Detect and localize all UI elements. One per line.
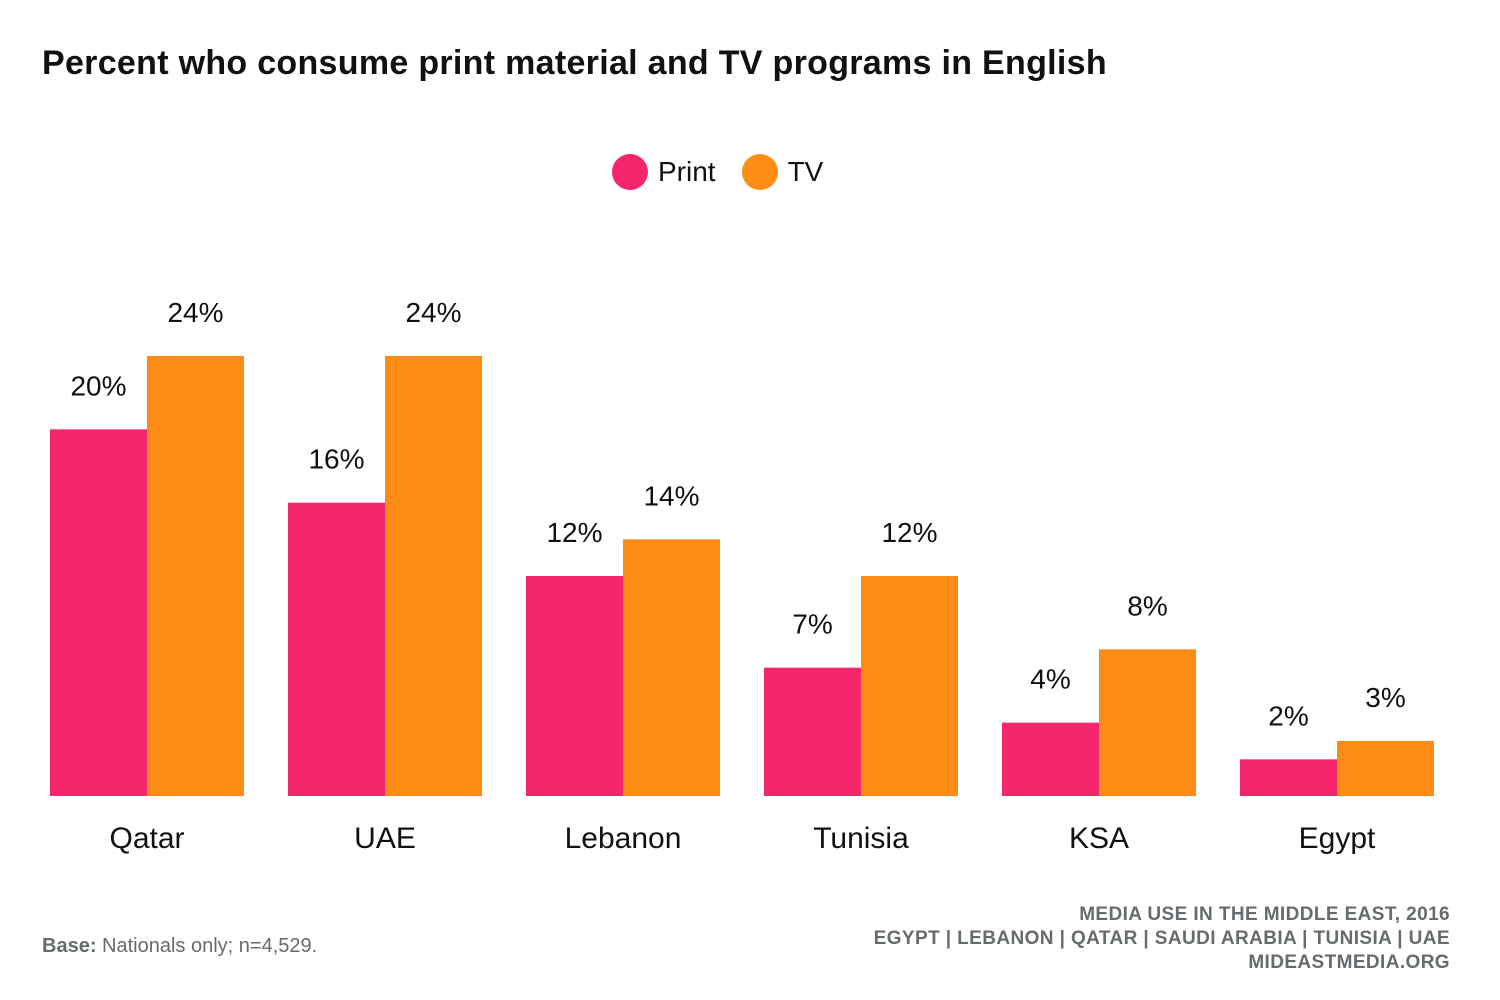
bar-tv-tunisia: [861, 576, 958, 796]
chart-legend: Print TV: [612, 154, 849, 190]
bar-print-ksa: [1002, 722, 1099, 796]
source-line-1: MEDIA USE IN THE MIDDLE EAST, 2016: [1079, 904, 1450, 925]
bar-print-egypt: [1240, 759, 1337, 796]
bar-tv-egypt: [1337, 741, 1434, 796]
legend-label-print: Print: [658, 156, 716, 187]
chart-title: Percent who consume print material and T…: [42, 44, 1107, 82]
data-label-print-uae: 16%: [308, 444, 364, 475]
legend-item-tv: TV: [741, 154, 824, 190]
bar-print-uae: [288, 502, 385, 796]
data-label-tv-tunisia: 12%: [881, 517, 937, 548]
base-note: Base: Nationals only; n=4,529.: [42, 935, 317, 958]
data-label-print-tunisia: 7%: [792, 609, 832, 640]
legend-swatch-print: [612, 154, 648, 190]
category-label-tunisia: Tunisia: [813, 822, 909, 855]
data-label-tv-qatar: 24%: [167, 297, 223, 328]
source-line-2: EGYPT | LEBANON | QATAR | SAUDI ARABIA |…: [873, 928, 1450, 949]
category-label-ksa: KSA: [1069, 822, 1129, 855]
data-label-tv-ksa: 8%: [1127, 590, 1167, 621]
bar-tv-ksa: [1099, 649, 1196, 796]
legend-item-print: Print: [612, 154, 716, 190]
bar-print-qatar: [50, 429, 147, 796]
data-label-tv-egypt: 3%: [1365, 682, 1405, 713]
category-label-egypt: Egypt: [1299, 822, 1376, 855]
data-label-print-lebanon: 12%: [546, 517, 602, 548]
category-label-lebanon: Lebanon: [565, 822, 682, 855]
category-label-qatar: Qatar: [109, 822, 184, 855]
base-label: Base:: [42, 935, 97, 957]
legend-label-tv: TV: [787, 156, 824, 187]
category-label-uae: UAE: [354, 822, 416, 855]
bar-print-tunisia: [764, 667, 861, 796]
bar-print-lebanon: [526, 576, 623, 796]
data-label-print-ksa: 4%: [1030, 664, 1070, 695]
data-label-tv-lebanon: 14%: [643, 480, 699, 511]
legend-swatch-tv: [741, 154, 778, 190]
bar-tv-lebanon: [623, 539, 720, 796]
data-label-print-egypt: 2%: [1268, 700, 1308, 731]
base-text: Nationals only; n=4,529.: [102, 935, 318, 957]
data-label-tv-uae: 24%: [405, 297, 461, 328]
bar-tv-uae: [385, 356, 482, 796]
source-note: MEDIA USE IN THE MIDDLE EAST, 2016 EGYPT…: [874, 903, 1450, 975]
bar-tv-qatar: [147, 356, 244, 796]
source-line-3: MIDEASTMEDIA.ORG: [1248, 952, 1450, 973]
data-label-print-qatar: 20%: [70, 370, 126, 401]
